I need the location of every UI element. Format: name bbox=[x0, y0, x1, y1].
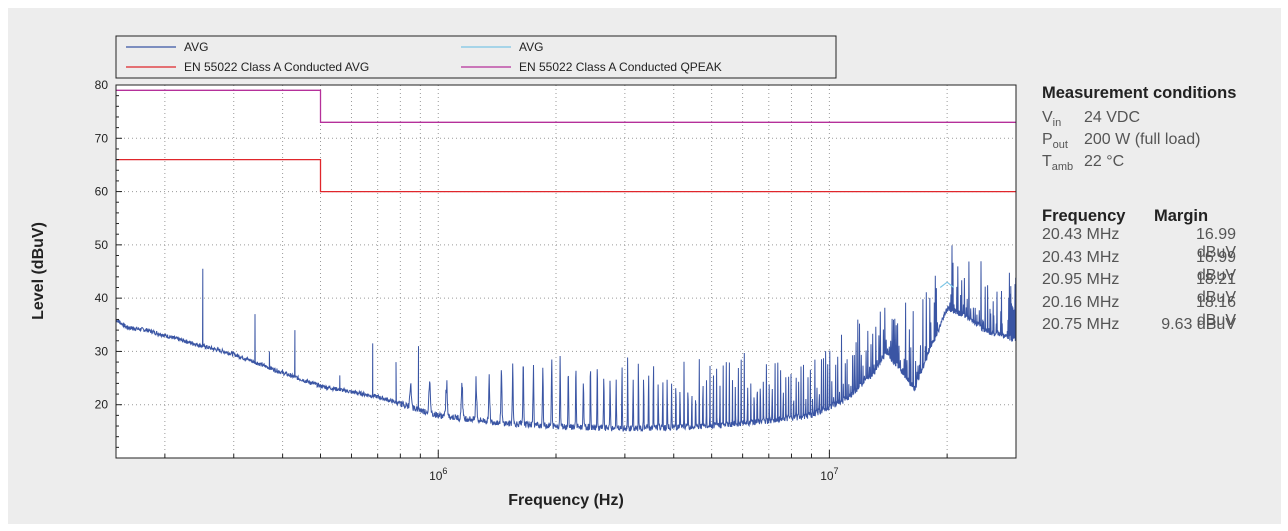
symbol-subscript: amb bbox=[1051, 161, 1074, 174]
conditions-title: Measurement conditions bbox=[1042, 84, 1237, 102]
condition-row-tamb: Tamb 22 °C bbox=[1042, 153, 1277, 175]
emi-plot-figure: 20 30 40 50 60 70 80 106 107 AVG EN 55022 Class A… bbox=[8, 8, 1281, 524]
frequency-cell: 20.43 MHz bbox=[1042, 226, 1120, 243]
condition-value: 24 VDC bbox=[1084, 109, 1141, 126]
frequency-cell: 20.43 MHz bbox=[1042, 248, 1120, 266]
condition-value: 200 W (full load) bbox=[1084, 131, 1201, 148]
margin-table-header: Frequency Margin bbox=[1042, 207, 1277, 226]
limit-line-avg bbox=[116, 158, 1016, 193]
table-row: 20.95 MHz 18.21 dBuV bbox=[1042, 271, 1277, 306]
frequency-cell: 20.75 MHz bbox=[1042, 316, 1120, 333]
legend-box bbox=[115, 35, 837, 79]
legend-label: AVG bbox=[184, 40, 208, 54]
margin-cell: 18.16 dBuV bbox=[1195, 293, 1236, 329]
condition-value: 22 °C bbox=[1084, 153, 1125, 170]
y-axis-title: Level (dBuV) bbox=[30, 222, 47, 320]
limit-line-qpeak bbox=[116, 89, 1016, 123]
condition-row-vin: Vin 24 VDC bbox=[1042, 109, 1277, 131]
avg-trace bbox=[115, 245, 1017, 433]
symbol-letter: T bbox=[1042, 153, 1052, 170]
symbol-subscript: in bbox=[1052, 117, 1062, 130]
table-row: 20.43 MHz 16.99 dBuV bbox=[1042, 248, 1277, 284]
legend-label: EN 55022 Class A Conducted AVG bbox=[184, 60, 369, 74]
condition-symbol: Vin bbox=[1042, 109, 1084, 129]
table-row: 20.75 MHz 9.63 dBuV bbox=[1042, 316, 1277, 339]
frequency-cell: 20.16 MHz bbox=[1042, 293, 1120, 311]
condition-symbol: Tamb bbox=[1042, 153, 1084, 173]
y-tick-label: 30 bbox=[95, 344, 109, 358]
margin-cell: 9.63 dBuV bbox=[1161, 316, 1236, 333]
y-tick-label: 50 bbox=[95, 238, 109, 252]
margin-cell: 16.99 dBuV bbox=[1195, 248, 1236, 284]
table-row: 20.16 MHz 18.16 dBuV bbox=[1042, 293, 1277, 329]
info-panel: Measurement conditions Vin 24 VDC Pout 2… bbox=[1042, 84, 1277, 339]
axis-ticks: 20 30 40 50 60 70 80 106 107 bbox=[95, 78, 1017, 483]
table-row: 20.43 MHz 16.99 dBuV bbox=[1042, 226, 1277, 261]
margin-header: Margin bbox=[1154, 207, 1209, 225]
symbol-letter: V bbox=[1042, 109, 1053, 126]
plot-area bbox=[116, 85, 1016, 458]
legend: AVG EN 55022 Class A Conducted AVG AVG EN 5… bbox=[115, 35, 837, 79]
condition-symbol: Pout bbox=[1042, 131, 1084, 151]
condition-row-pout: Pout 200 W (full load) bbox=[1042, 131, 1277, 153]
margin-cell: 18.21 dBuV bbox=[1195, 271, 1236, 306]
series-layer bbox=[115, 89, 1017, 433]
y-tick-label: 60 bbox=[95, 185, 109, 199]
avg-marker-trace bbox=[939, 281, 955, 288]
symbol-letter: P bbox=[1042, 131, 1053, 148]
frequency-cell: 20.95 MHz bbox=[1042, 271, 1120, 288]
symbol-subscript: out bbox=[1052, 139, 1068, 152]
plot-frame bbox=[115, 84, 1017, 459]
margin-cell: 16.99 dBuV bbox=[1195, 226, 1236, 261]
y-tick-label: 80 bbox=[95, 78, 109, 92]
emi-chart: 20 30 40 50 60 70 80 106 107 AVG EN 55022 Class A… bbox=[30, 35, 1017, 509]
x-tick-label: 107 bbox=[820, 466, 838, 483]
y-tick-label: 20 bbox=[95, 398, 109, 412]
x-axis-title: Frequency (Hz) bbox=[508, 492, 624, 509]
x-tick-label: 106 bbox=[429, 466, 447, 483]
legend-label: EN 55022 Class A Conducted QPEAK bbox=[519, 60, 722, 74]
y-tick-label: 40 bbox=[95, 291, 109, 305]
legend-label: AVG bbox=[519, 40, 543, 54]
y-tick-label: 70 bbox=[95, 131, 109, 145]
frequency-header: Frequency bbox=[1042, 207, 1126, 225]
